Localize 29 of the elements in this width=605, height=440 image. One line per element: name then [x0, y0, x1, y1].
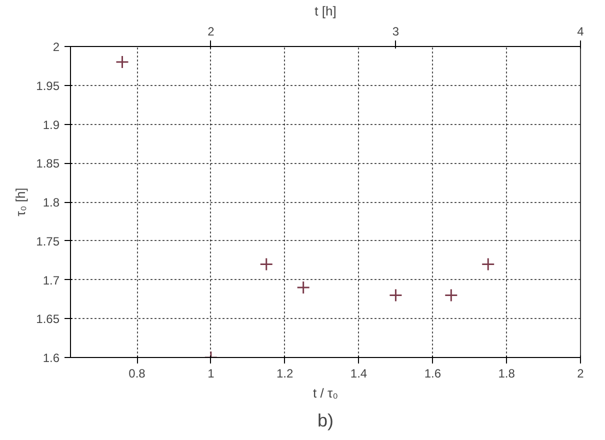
y-tick-label: 1.7	[42, 273, 60, 288]
point	[115, 55, 129, 69]
x-tick-label: 1.6	[424, 366, 442, 380]
x-tick-label: 1.4	[350, 366, 368, 380]
x-tick-label: 2	[577, 366, 584, 380]
point	[260, 257, 274, 271]
x2-tick-label: 2	[208, 24, 215, 38]
y-tick-label: 1.65	[36, 312, 60, 326]
x-tick-label: 1	[208, 366, 215, 380]
y-tick-label: 1.8	[42, 196, 60, 210]
point	[296, 280, 310, 294]
point	[444, 288, 458, 302]
x2-tick-label: 3	[392, 24, 400, 38]
y-tick-label: 1.6	[42, 351, 60, 365]
y-axis-title: τ₀ [h]	[13, 188, 28, 216]
point	[481, 257, 495, 271]
point	[388, 288, 402, 302]
y-tick-label: 1.95	[36, 78, 60, 93]
text: b)	[318, 410, 334, 430]
x-tick-label: 1.2	[276, 366, 294, 380]
x-tick-label: 0.8	[128, 366, 146, 380]
y-tick-label: 1.75	[36, 234, 60, 248]
x-tick-label: 1.8	[498, 366, 516, 380]
y-tick-label: 2	[52, 40, 60, 54]
y-tick-label: 1.85	[36, 156, 60, 171]
x2-tick-label: 4	[577, 24, 584, 38]
x2-axis-title: t [h]	[314, 4, 336, 18]
x-axis-title: t / τ₀	[313, 386, 338, 400]
y-tick-label: 1.9	[42, 118, 60, 132]
